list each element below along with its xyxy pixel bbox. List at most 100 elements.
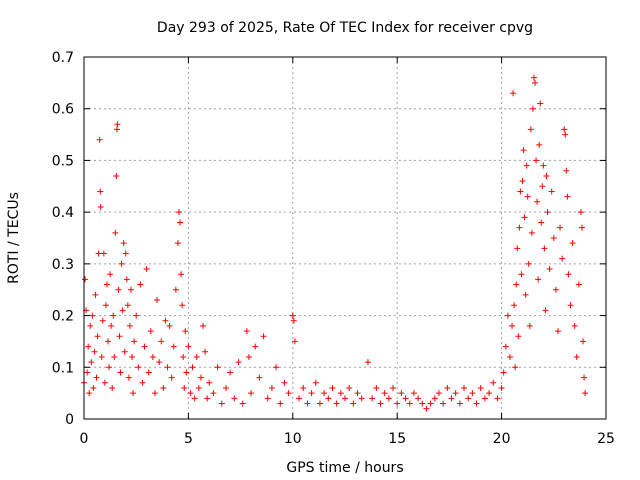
data-points — [81, 74, 589, 412]
data-point — [200, 322, 207, 329]
data-point — [110, 312, 117, 319]
data-point — [494, 395, 501, 402]
data-point — [105, 338, 112, 345]
data-point — [273, 364, 280, 371]
data-point — [342, 395, 348, 402]
data-point — [514, 245, 521, 252]
data-point — [312, 379, 319, 386]
data-point — [119, 307, 126, 314]
data-point — [248, 390, 255, 397]
data-point — [268, 384, 275, 391]
data-point — [543, 172, 550, 179]
data-point — [131, 338, 138, 345]
data-point — [510, 90, 517, 97]
data-point — [256, 374, 263, 381]
data-point — [540, 162, 547, 169]
data-point — [527, 126, 534, 133]
data-point — [512, 364, 519, 371]
data-point — [513, 281, 520, 288]
data-point — [125, 374, 132, 381]
data-point — [151, 390, 158, 397]
y-tick-label: 0.7 — [52, 50, 74, 66]
data-point — [222, 384, 229, 391]
data-point — [538, 219, 545, 226]
data-point — [500, 369, 507, 376]
y-tick-label: 0.2 — [52, 309, 74, 325]
series-roti — [81, 74, 589, 412]
data-point — [206, 379, 213, 386]
data-point — [526, 322, 533, 329]
data-point — [204, 395, 211, 402]
data-point — [115, 286, 122, 293]
data-point — [106, 364, 113, 371]
data-point — [97, 188, 104, 195]
data-point — [582, 390, 589, 397]
data-point — [481, 395, 488, 402]
data-point — [185, 343, 192, 350]
y-tick-label: 0.3 — [52, 257, 74, 273]
data-point — [84, 369, 91, 376]
data-point — [179, 302, 186, 309]
data-point — [122, 250, 129, 257]
data-point — [565, 271, 572, 278]
data-point — [147, 328, 154, 335]
data-point — [321, 390, 328, 397]
data-point — [557, 224, 564, 231]
data-point — [118, 260, 125, 267]
data-point — [87, 322, 94, 329]
data-point — [97, 203, 104, 210]
data-point — [109, 384, 116, 391]
data-point — [281, 379, 288, 386]
data-point — [111, 353, 118, 360]
data-point — [139, 379, 146, 386]
y-tick-label: 0.5 — [52, 153, 74, 169]
data-point — [486, 390, 493, 397]
data-point — [554, 328, 561, 335]
data-point — [202, 348, 209, 355]
data-point — [569, 240, 576, 247]
data-point — [518, 271, 525, 278]
y-tick-label: 0.6 — [52, 102, 74, 118]
y-tick-label: 0.4 — [52, 205, 74, 221]
data-point — [170, 343, 177, 350]
data-point — [325, 395, 332, 402]
data-point — [99, 317, 106, 324]
data-point — [178, 271, 185, 278]
data-point — [300, 384, 307, 391]
data-point — [94, 333, 101, 340]
x-tick-label: 20 — [493, 431, 511, 447]
data-point — [183, 369, 190, 376]
y-axis-label: ROTI / TECUs — [6, 192, 22, 284]
data-point — [561, 126, 568, 133]
data-point — [525, 260, 532, 267]
data-point — [252, 343, 259, 350]
data-point — [112, 229, 119, 236]
x-tick-label: 25 — [597, 431, 615, 447]
data-point — [96, 136, 103, 143]
data-point — [523, 162, 530, 169]
data-point — [120, 240, 127, 247]
data-point — [180, 353, 187, 360]
data-point — [539, 183, 546, 190]
data-point — [456, 400, 463, 407]
data-point — [117, 369, 124, 376]
data-point — [195, 384, 202, 391]
data-point — [537, 100, 544, 107]
data-point — [563, 167, 570, 174]
data-point — [346, 384, 353, 391]
data-point — [89, 312, 96, 319]
data-point — [504, 312, 511, 319]
data-point — [552, 286, 559, 293]
data-point — [243, 328, 250, 335]
data-point — [235, 359, 242, 366]
data-point — [123, 276, 130, 283]
data-point — [156, 359, 163, 366]
data-point — [498, 384, 505, 391]
data-point — [174, 240, 181, 247]
data-point — [285, 390, 292, 397]
data-point — [390, 384, 397, 391]
data-point — [141, 343, 148, 350]
data-point — [316, 400, 323, 407]
data-point — [581, 374, 588, 381]
